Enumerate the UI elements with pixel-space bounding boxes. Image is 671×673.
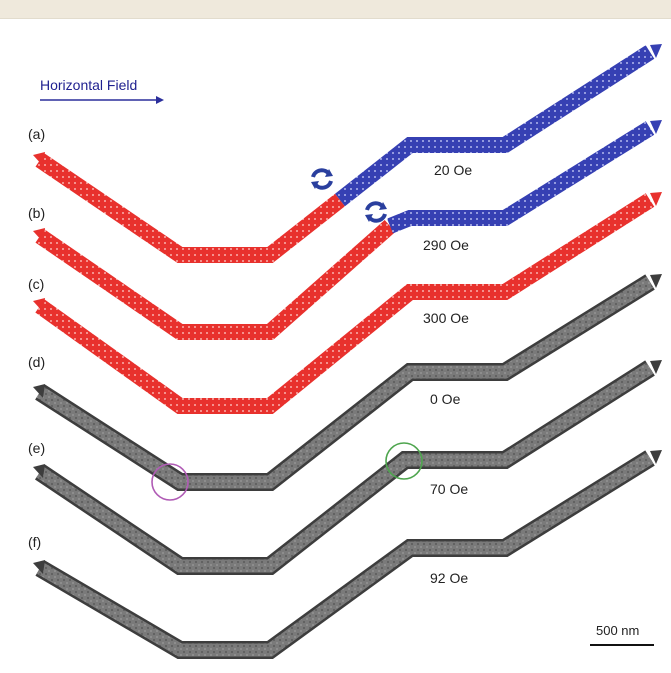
wire-a [33, 44, 662, 263]
scale-bar-label: 500 nm [596, 623, 640, 638]
field-value-f: 92 Oe [430, 570, 469, 586]
panel-label-e: (e) [28, 440, 46, 456]
field-value-c: 300 Oe [423, 310, 469, 326]
rotate-arrows-icon [311, 168, 333, 190]
panel-label-c: (c) [28, 276, 45, 292]
rotate-arrows-icon [365, 201, 387, 223]
field-value-b: 290 Oe [423, 237, 469, 253]
panel-label-d: (d) [28, 354, 46, 370]
field-value-d: 0 Oe [430, 391, 461, 407]
field-direction-arrow-icon [40, 96, 164, 104]
field-value-e: 70 Oe [430, 481, 469, 497]
green-highlight-circle [385, 442, 423, 480]
field-value-a: 20 Oe [434, 162, 473, 178]
wire-c [33, 192, 662, 414]
wire-f [33, 450, 662, 659]
wire-b [33, 120, 662, 340]
panel-label-f: (f) [28, 534, 42, 550]
panel-label-a: (a) [28, 126, 46, 142]
panel-label-b: (b) [28, 205, 46, 221]
purple-highlight-circle [151, 463, 189, 501]
top-rule [0, 0, 671, 19]
wire-d [33, 274, 662, 491]
wire-e [33, 360, 662, 575]
field-direction-label: Horizontal Field [40, 77, 138, 93]
scale-bar [590, 644, 654, 646]
